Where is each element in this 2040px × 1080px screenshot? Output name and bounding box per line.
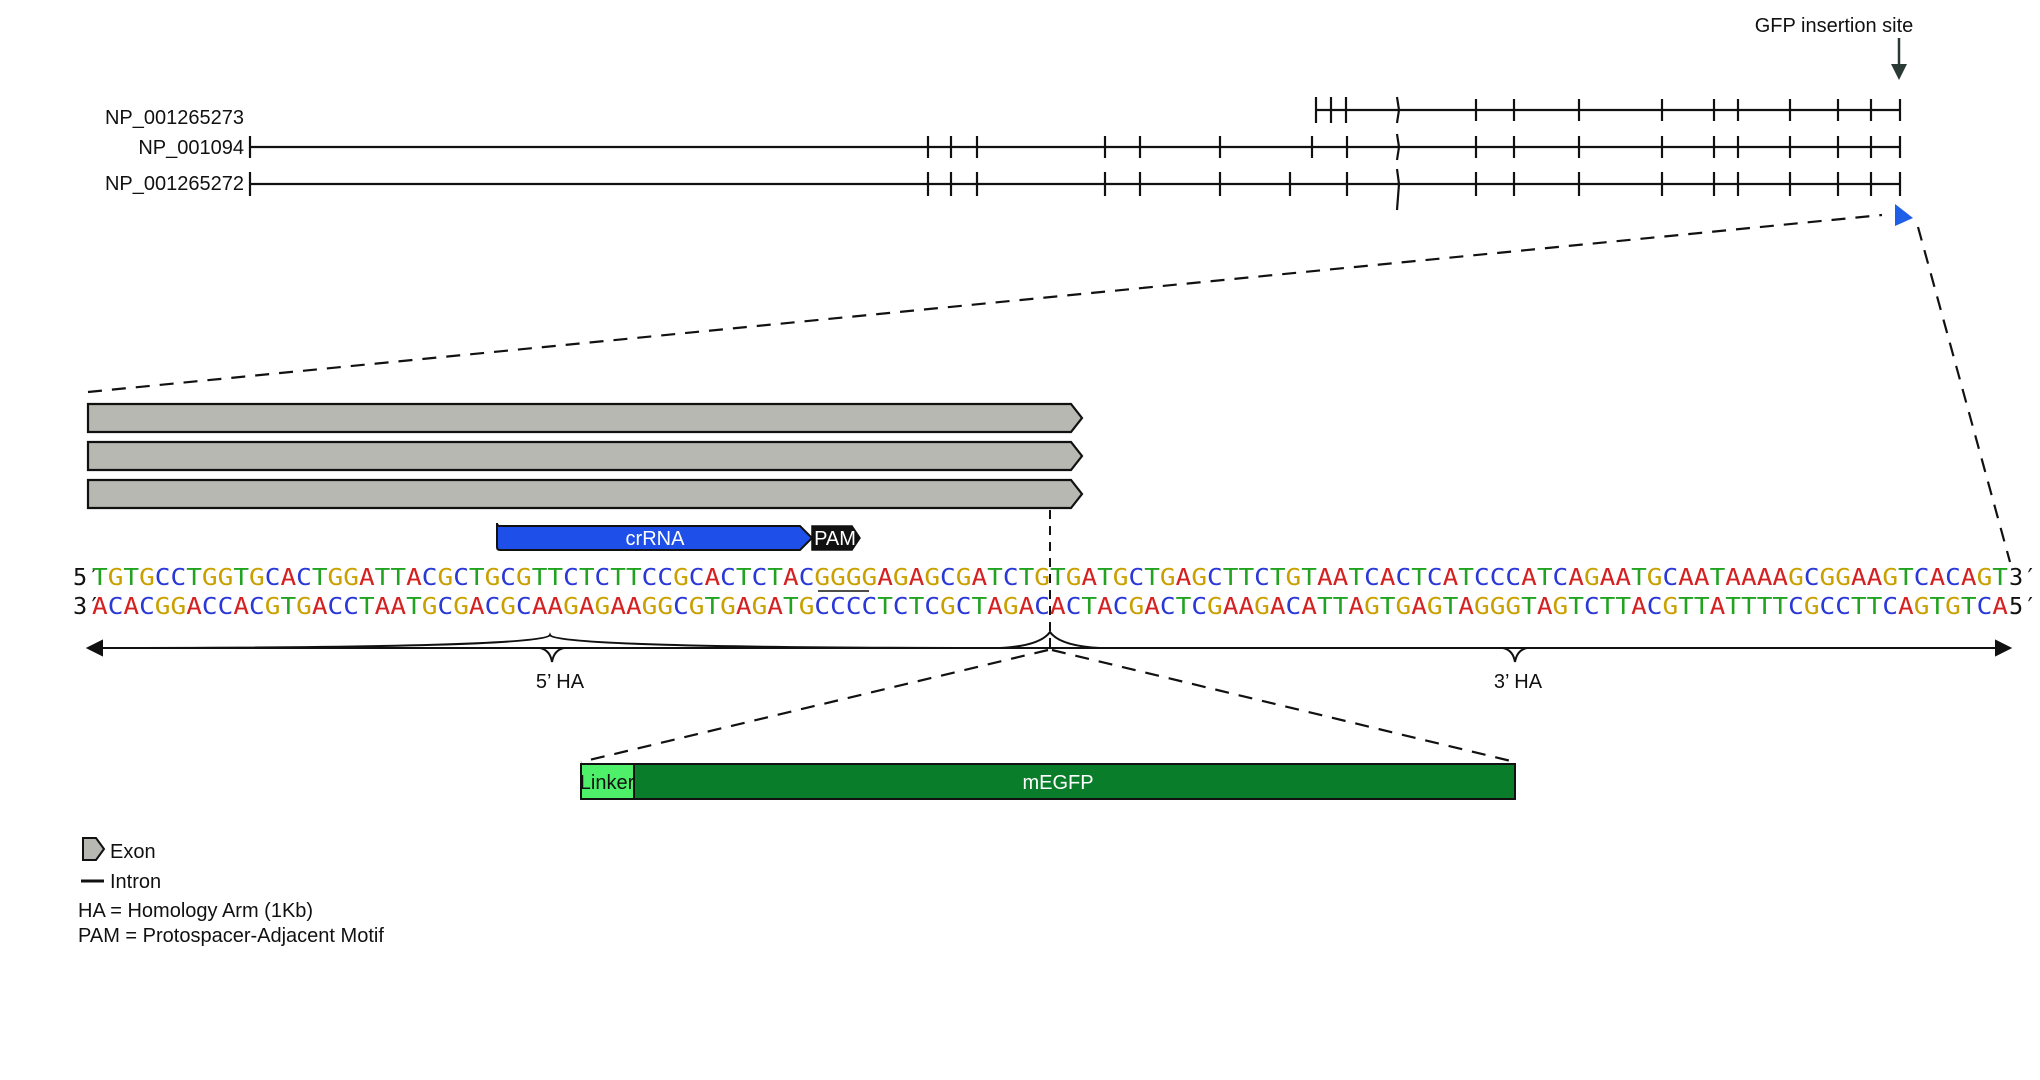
transcript-track-2 [248,133,1902,161]
gfp-insertion-site-label: GFP insertion site [1755,15,1914,37]
exon-bars [86,402,1084,510]
left-homology-arm-label: 5’ HA [536,671,585,693]
top-strand-sequence: TGTGCCTGGTGCACTGGATTACGCTGCGTTCTCTTCCGCA… [92,563,2008,591]
transcript-track-3 [248,168,1902,211]
megfp-label: mEGFP [1022,772,1093,794]
linker-label: Linker [580,772,635,794]
transcript-label-1: NP_001265273 [105,107,244,129]
top-strand-suffix: 3′ [2009,563,2037,591]
zoom-lines [87,213,2012,563]
pam-feature: PAM [811,525,861,551]
exon-bar-3 [86,478,1084,510]
bottom-strand-sequence: ACACGGACCACGTGACCTAATGCGACGCAAGAGAAGGCGT… [92,592,2008,620]
homology-arms [85,630,2013,663]
dna-sequence: 5′ TGTGCCTGGTGCACTGGATTACGCTGCGTTCTCTTCC… [73,563,2037,620]
insertion-site-arrow [1891,38,1907,80]
legend: Exon Intron HA = Homology Arm (1Kb) PAM … [78,837,384,947]
transcript-track-1 [1314,96,1902,124]
legend-exon-label: Exon [110,841,156,863]
legend-exon-symbol [82,837,106,861]
legend-ha-definition: HA = Homology Arm (1Kb) [78,900,313,922]
zoom-origin-arrow [1895,204,1913,226]
transcript-label-2: NP_001094 [138,137,244,159]
insert-cassette: Linker mEGFP [580,763,1516,800]
transcript-label-3: NP_001265272 [105,173,244,195]
legend-intron-label: Intron [110,871,161,893]
bottom-strand-prefix: 3′ [73,592,101,620]
gene-model: GFP insertion site NP_001265273 NP_00109… [105,15,1913,226]
crRNA-feature: crRNA [496,522,814,551]
megfp-box [633,763,1516,800]
pam-label: PAM [814,528,856,550]
top-strand-prefix: 5′ [73,563,101,591]
exon-bar-2 [86,440,1084,472]
crRNA-label: crRNA [626,528,686,550]
legend-pam-definition: PAM = Protospacer-Adjacent Motif [78,925,384,947]
bottom-strand-suffix: 5′ [2009,592,2037,620]
right-homology-arm-label: 3’ HA [1494,671,1543,693]
exon-bar-1 [86,402,1084,434]
insert-zoom-lines [580,648,1516,764]
